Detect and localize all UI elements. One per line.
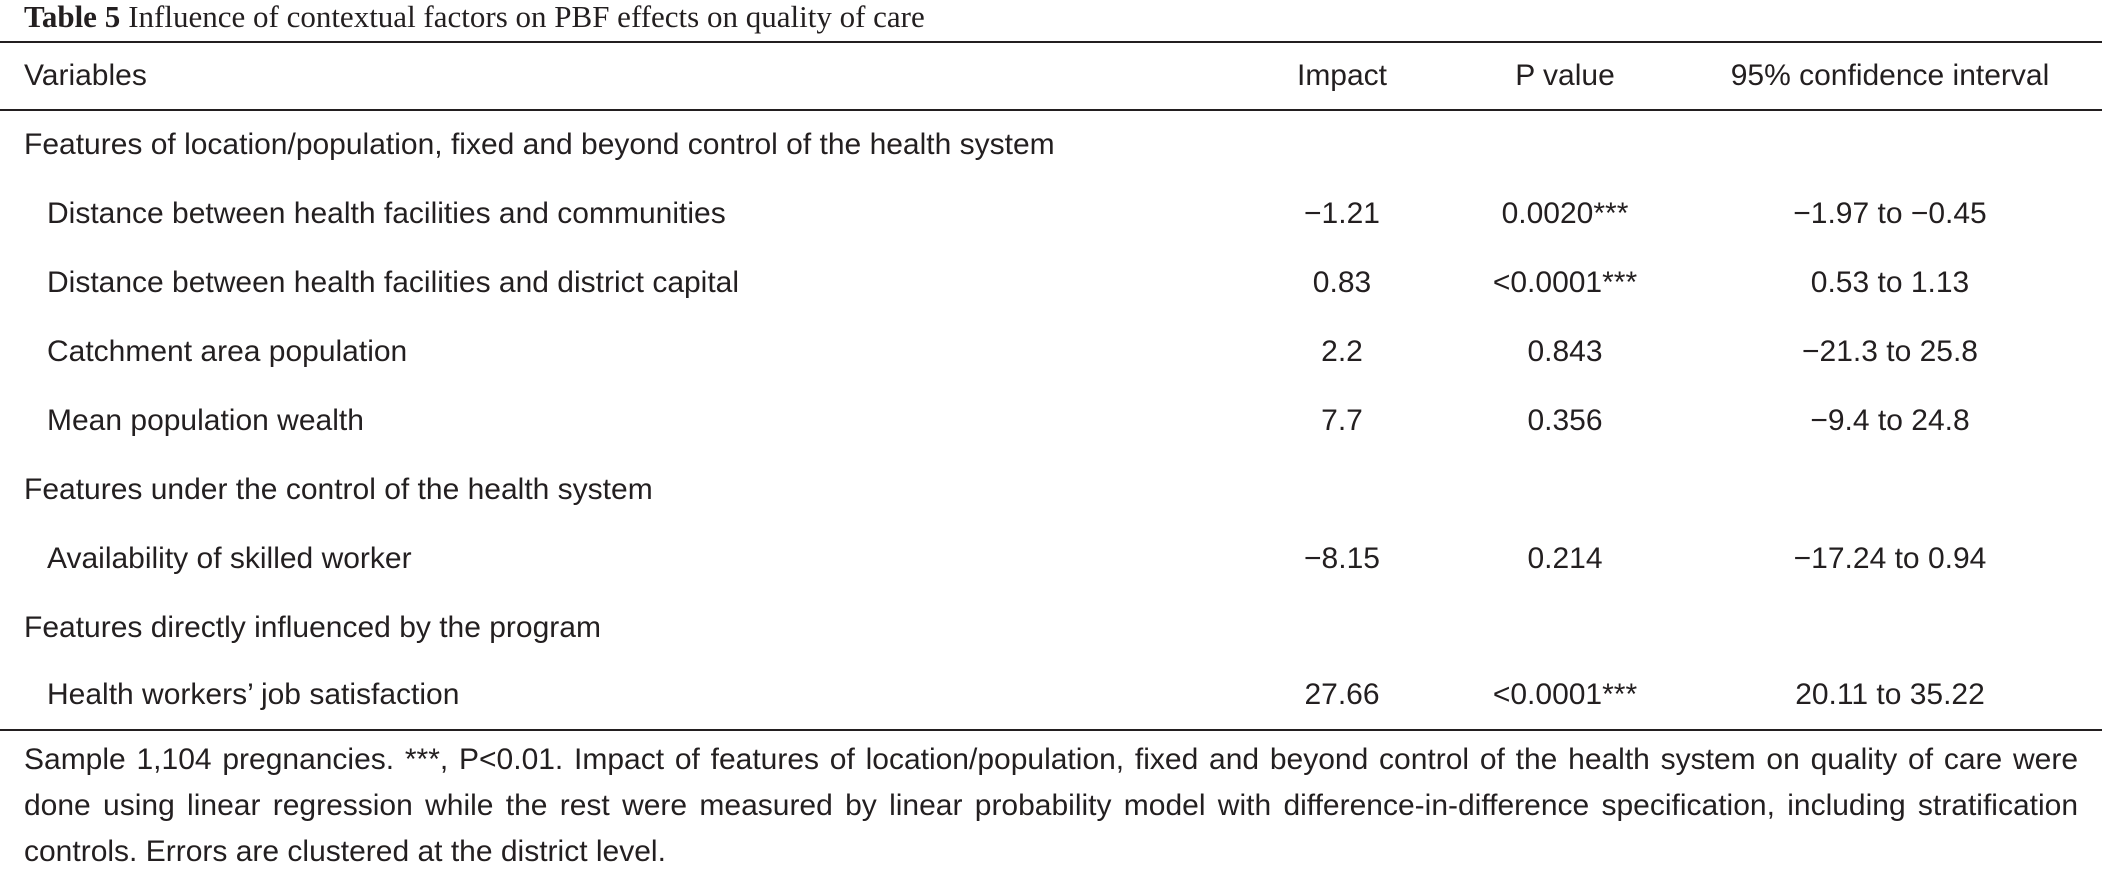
ci-cell: −1.97 to −0.45 xyxy=(1793,197,1987,230)
table-row: Health workers’ job satisfaction 27.66 <… xyxy=(0,661,2102,729)
variable-cell: Catchment area population xyxy=(47,335,408,368)
p-value-cell: 0.214 xyxy=(1527,542,1603,575)
table-section-row: Features of location/population, fixed a… xyxy=(0,111,2102,179)
impact-cell: 7.7 xyxy=(1321,404,1363,437)
p-value-cell: <0.0001*** xyxy=(1492,678,1638,711)
impact-cell: −1.21 xyxy=(1304,197,1380,230)
impact-cell: 2.2 xyxy=(1321,335,1363,368)
column-header-p-value: P value xyxy=(1515,59,1615,92)
impact-cell: 27.66 xyxy=(1304,678,1380,711)
table-bottom-rule xyxy=(0,729,2102,731)
section-label: Features directly influenced by the prog… xyxy=(24,611,601,644)
table-caption-label: Table 5 xyxy=(24,0,121,34)
column-header-variables: Variables xyxy=(24,59,147,92)
table-caption-title: Influence of contextual factors on PBF e… xyxy=(128,0,925,34)
table-caption: Table 5 Influence of contextual factors o… xyxy=(24,0,925,38)
p-value-cell: 0.356 xyxy=(1527,404,1603,437)
table-top-rule xyxy=(0,41,2102,43)
ci-cell: −17.24 to 0.94 xyxy=(1793,542,1987,575)
ci-cell: 0.53 to 1.13 xyxy=(1810,266,1970,299)
table-header-row: Variables Impact P value 95% confidence … xyxy=(0,42,2102,110)
section-label: Features under the control of the health… xyxy=(24,473,653,506)
column-header-impact: Impact xyxy=(1296,59,1388,92)
impact-cell: 0.83 xyxy=(1312,266,1372,299)
table-row: Distance between health facilities and c… xyxy=(0,180,2102,248)
column-header-confidence-interval: 95% confidence interval xyxy=(1730,59,2050,92)
table-row: Catchment area population 2.2 0.843 −21.… xyxy=(0,318,2102,386)
p-value-cell: 0.0020*** xyxy=(1501,197,1629,230)
table-footnote: Sample 1,104 pregnancies. ***, P<0.01. I… xyxy=(24,743,2078,868)
variable-cell: Availability of skilled worker xyxy=(47,542,412,575)
ci-cell: −21.3 to 25.8 xyxy=(1802,335,1978,368)
variable-cell: Mean population wealth xyxy=(47,404,364,437)
impact-cell: −8.15 xyxy=(1304,542,1380,575)
table-row: Distance between health facilities and d… xyxy=(0,249,2102,317)
ci-cell: 20.11 to 35.22 xyxy=(1795,678,1985,711)
table-row: Mean population wealth 7.7 0.356 −9.4 to… xyxy=(0,387,2102,455)
p-value-cell: 0.843 xyxy=(1527,335,1603,368)
table-section-row: Features under the control of the health… xyxy=(0,456,2102,524)
variable-cell: Health workers’ job satisfaction xyxy=(47,678,460,711)
variable-cell: Distance between health facilities and c… xyxy=(47,197,726,230)
ci-cell: −9.4 to 24.8 xyxy=(1810,404,1970,437)
p-value-cell: <0.0001*** xyxy=(1492,266,1638,299)
variable-cell: Distance between health facilities and d… xyxy=(47,266,740,299)
table-section-row: Features directly influenced by the prog… xyxy=(0,594,2102,662)
table-header-rule xyxy=(0,109,2102,111)
table-row: Availability of skilled worker −8.15 0.2… xyxy=(0,525,2102,593)
section-label: Features of location/population, fixed a… xyxy=(24,128,1055,161)
